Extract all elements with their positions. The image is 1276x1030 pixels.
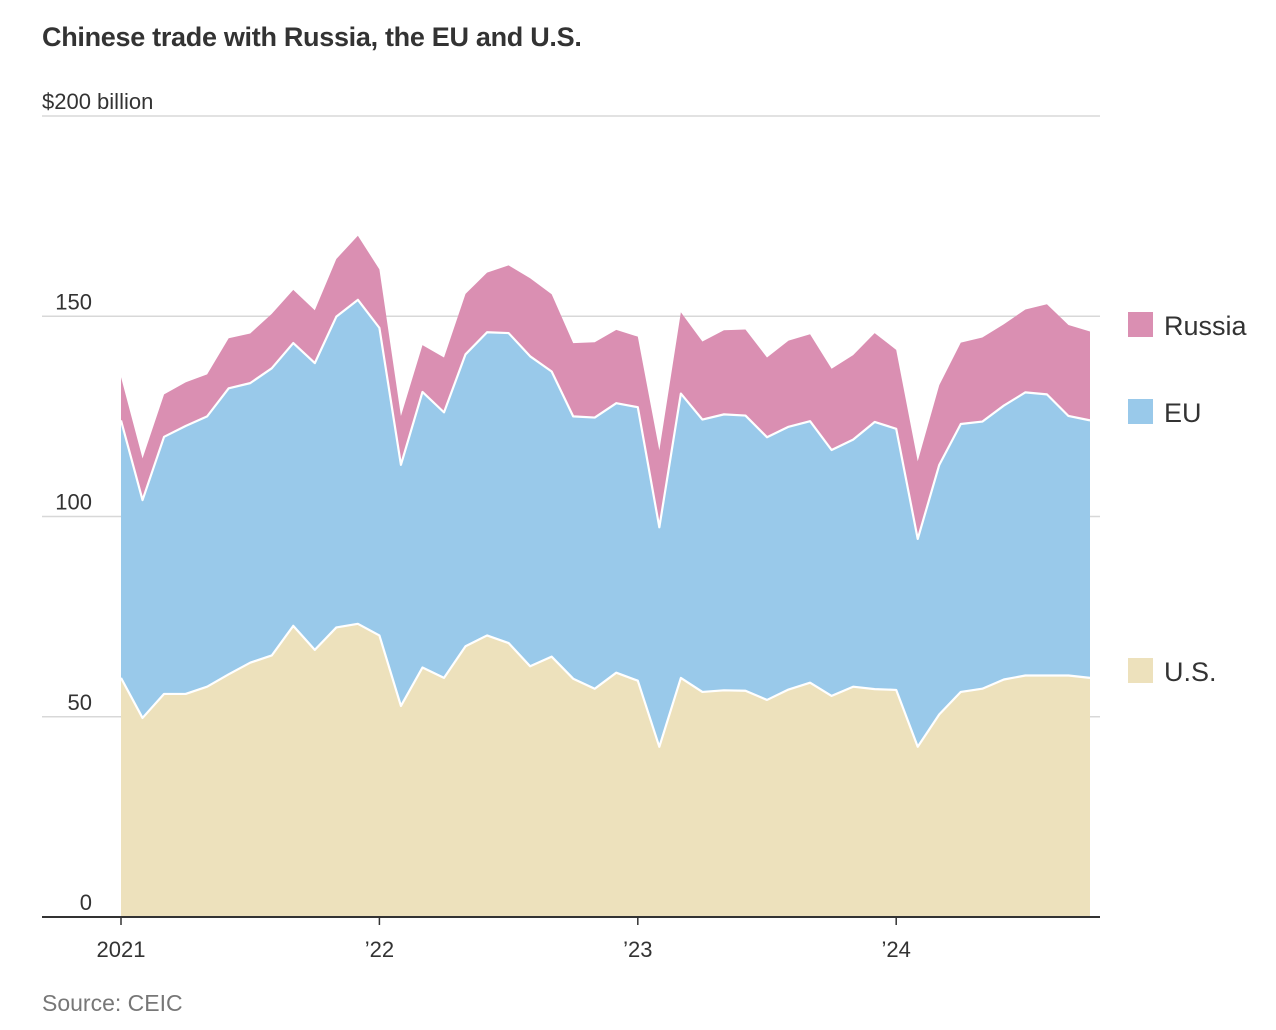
y-tick-label: 50 [68,690,92,715]
legend-label: Russia [1164,311,1248,341]
legend-swatch [1128,312,1153,337]
legend-item-russia: Russia [1128,311,1248,341]
y-tick-label: 0 [80,890,92,915]
legend-item-u-s: U.S. [1128,657,1217,687]
y-axis-ticks: 0 50 100 150 $200 billion [42,89,153,915]
legend-item-eu: EU [1128,398,1202,428]
legend-swatch [1128,658,1153,683]
series-borders [119,298,1091,748]
legend: U.S. EU Russia [1128,311,1248,687]
area-eu [121,299,1090,747]
chart-title: Chinese trade with Russia, the EU and U.… [42,22,582,52]
area-russia [121,235,1090,539]
legend-label: EU [1164,398,1202,428]
legend-swatch [1128,399,1153,424]
x-axis: 2021 ’22 ’23 ’24 [42,916,1100,962]
y-tick-label: 100 [55,490,92,515]
x-tick-label: 2021 [97,937,146,962]
x-tick-label: ’24 [882,937,911,962]
x-tick-label: ’22 [365,937,394,962]
series-boundary-line [120,622,1091,748]
area-series [121,235,1090,917]
area-u-s [121,623,1090,917]
y-tick-label: 150 [55,289,92,314]
series-boundary-line [119,298,1091,541]
source-note: Source: CEIC [42,990,183,1016]
x-tick-label: ’23 [623,937,652,962]
y-tick-label: $200 billion [42,89,153,114]
legend-label: U.S. [1164,657,1217,687]
